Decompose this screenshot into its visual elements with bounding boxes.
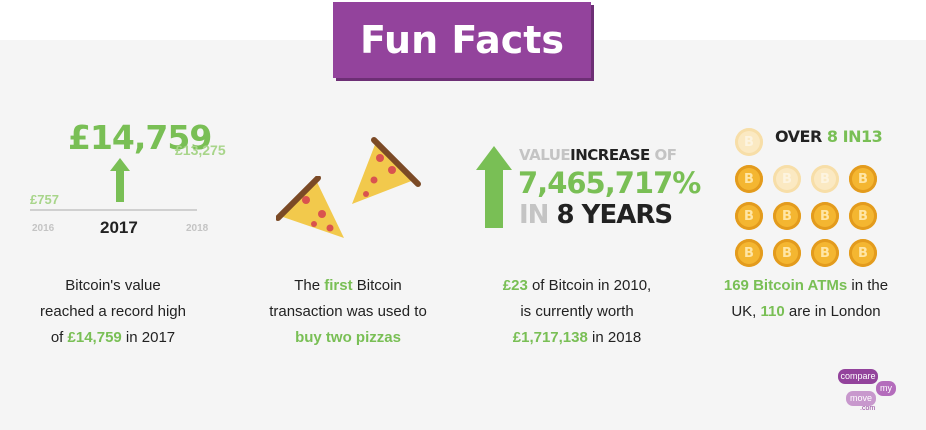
fact3-caption-line3-tail: in 2018	[587, 329, 642, 346]
year-2018: 2018	[186, 223, 209, 234]
fact2-caption-line3: buy two pizzas	[238, 325, 458, 351]
fact4-caption-line2: UK, 110 are in London	[696, 299, 916, 325]
fact2-caption-bitcoin: Bitcoin	[352, 277, 402, 294]
fact2-caption-line2: transaction was used to	[269, 303, 427, 320]
comparemymove-logo[interactable]: compare my move .com	[838, 369, 908, 417]
pizza-slice-icon	[276, 176, 344, 238]
value-2017: £14,759	[68, 118, 212, 157]
fact3-caption-amount: £23	[502, 277, 528, 294]
fact1-caption-line1: Bitcoin's value	[65, 277, 161, 294]
fact1-caption-line2: reached a record high	[40, 303, 186, 320]
fact2-caption-first: first	[324, 277, 353, 294]
fact4-caption-uk: UK,	[731, 303, 761, 320]
fact4-caption-line1-tail: in the	[847, 277, 889, 294]
increase-percent: 7,465,717%	[518, 166, 701, 200]
logo-bubble-compare: compare	[838, 369, 878, 384]
value-word: VALUE	[519, 146, 571, 164]
up-arrow-icon	[110, 158, 130, 202]
over-word: OVER	[775, 127, 822, 146]
bitcoin-coin-icon: B	[773, 165, 801, 193]
logo-bubble-my: my	[876, 381, 896, 396]
year-2016: 2016	[32, 223, 55, 234]
value-2016: £757	[30, 192, 59, 207]
bitcoin-coin-icon: B	[811, 165, 839, 193]
bitcoin-coin-icon: B	[849, 202, 877, 230]
bitcoin-coin-icon: B	[811, 202, 839, 230]
fact1-caption: Bitcoin's value reached a record high of…	[3, 273, 223, 351]
fact3-caption-line2: is currently worth	[520, 303, 634, 320]
logo-bubble-move: move	[846, 391, 876, 406]
fact4-caption-london-count: 110	[760, 303, 785, 320]
fact3-caption-worth: £1,717,138	[512, 329, 588, 346]
thirteen-number: 13	[860, 127, 883, 146]
fact1-caption-of: of	[50, 329, 68, 346]
bitcoin-coin-icon: B	[735, 165, 763, 193]
bitcoin-coin-icon: B	[735, 239, 763, 267]
in-word: IN	[842, 127, 862, 146]
logo-dotcom: .com	[860, 405, 876, 412]
fact2-caption-line1: The first Bitcoin	[238, 273, 458, 299]
fact3-caption-line3: £1,717,138 in 2018	[467, 325, 687, 351]
fact4-caption-atms: 169 Bitcoin ATMs	[723, 277, 848, 294]
bitcoin-coin-icon: B	[735, 128, 763, 156]
fact2-caption-pizzas: buy two pizzas	[295, 329, 401, 346]
value-increase-line: VALUEINCREASE OF	[519, 146, 677, 164]
years-line: IN 8 YEARS	[519, 200, 674, 230]
big-up-arrow-icon	[476, 146, 512, 228]
bitcoin-coin-icon: B	[735, 202, 763, 230]
increase-word: INCREASE	[570, 146, 650, 164]
year-2017: 2017	[100, 218, 138, 237]
bitcoin-coin-icon: B	[849, 165, 877, 193]
page-title: Fun Facts	[333, 2, 591, 78]
fact3-caption: £23 of Bitcoin in 2010, is currently wor…	[467, 273, 687, 351]
fact2-caption-the: The	[294, 277, 325, 294]
timeline-axis	[30, 209, 197, 211]
bitcoin-coin-icon: B	[773, 239, 801, 267]
bitcoin-coin-icon: B	[811, 239, 839, 267]
bitcoin-coin-icon: B	[849, 239, 877, 267]
fact4-caption-line1: 169 Bitcoin ATMs in the	[696, 273, 916, 299]
fact2-caption: The first Bitcoin transaction was used t…	[238, 273, 458, 351]
fact3-caption-line1-tail: of Bitcoin in 2010,	[527, 277, 652, 294]
value-2018: £13,275	[175, 142, 226, 158]
bitcoin-coin-icon: B	[773, 202, 801, 230]
years-value: 8 YEARS	[556, 200, 674, 230]
over-8-in-13: OVER 8 IN13	[775, 127, 883, 146]
fact1-caption-line3: of £14,759 in 2017	[3, 325, 223, 351]
fact4-caption-line2-tail: are in London	[784, 303, 881, 320]
fact1-caption-tail: in 2017	[121, 329, 176, 346]
pizza-slice-icon-2	[352, 137, 421, 204]
fact1-caption-value: £14,759	[67, 329, 122, 346]
in-word: IN	[519, 200, 549, 230]
fact3-caption-line1: £23 of Bitcoin in 2010,	[467, 273, 687, 299]
fact4-caption: 169 Bitcoin ATMs in the UK, 110 are in L…	[696, 273, 916, 325]
of-word: OF	[654, 146, 678, 164]
eight-number: 8	[826, 127, 838, 146]
